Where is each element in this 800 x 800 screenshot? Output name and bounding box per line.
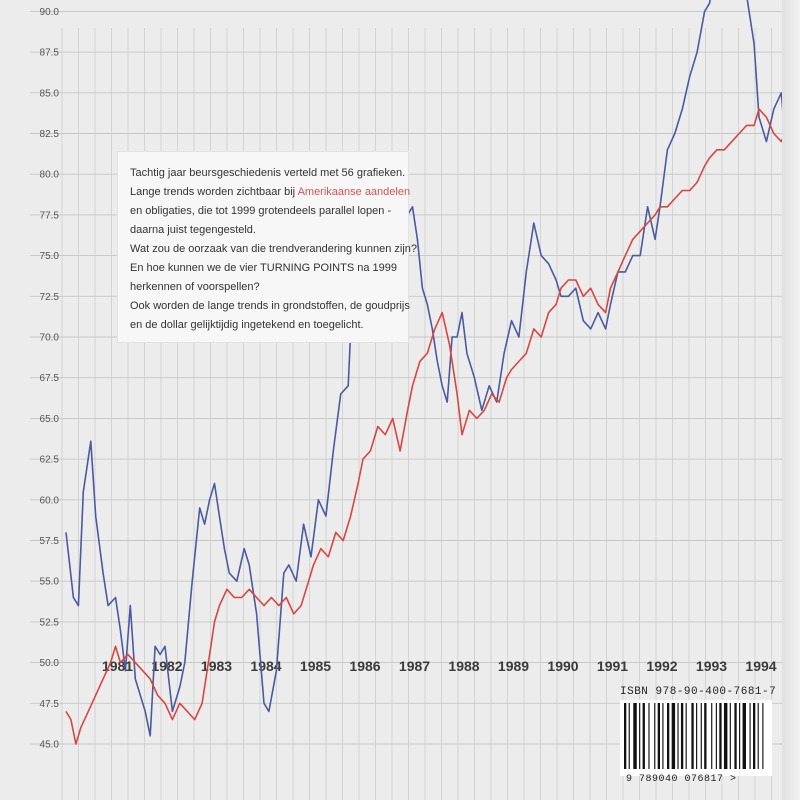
x-tick-label: 1986 xyxy=(349,658,380,674)
barcode-bar xyxy=(654,703,656,769)
blurb-line-3: en obligaties, die tot 1999 grotendeels … xyxy=(130,205,392,217)
barcode-bar xyxy=(715,703,717,769)
blurb-line-2: Lange trends worden zichtbaar bij Amerik… xyxy=(130,183,410,202)
barcode xyxy=(620,700,772,776)
barcode-bar xyxy=(685,703,687,769)
x-tick-label: 1991 xyxy=(597,658,628,674)
barcode-bars xyxy=(624,703,764,769)
description-box: Tachtig jaar beursgeschiedenis verteld m… xyxy=(118,152,417,342)
blurb-line-1: Tachtig jaar beursgeschiedenis verteld m… xyxy=(130,167,406,179)
x-tick-label: 1987 xyxy=(399,658,430,674)
barcode-bar xyxy=(696,703,698,769)
barcode-digits: 9 789040 076817 > xyxy=(626,774,737,785)
barcode-bar xyxy=(700,703,702,769)
barcode-bar xyxy=(677,703,679,769)
x-tick-label: 1989 xyxy=(498,658,529,674)
barcode-bar xyxy=(667,703,670,769)
book-spine-edge xyxy=(782,0,800,800)
x-tick-label: 1993 xyxy=(696,658,727,674)
y-tick-label: 50.0 xyxy=(40,658,60,669)
y-tick-label: 70.0 xyxy=(40,333,60,344)
y-tick-label: 82.5 xyxy=(40,129,60,140)
y-tick-label: 52.5 xyxy=(40,617,60,628)
x-tick-label: 1984 xyxy=(250,658,281,674)
x-tick-label: 1992 xyxy=(646,658,677,674)
series-line-red xyxy=(65,108,800,745)
barcode-bar xyxy=(680,703,684,769)
barcode-bar xyxy=(628,703,630,769)
x-tick-label: 1985 xyxy=(300,658,331,674)
barcode-bar xyxy=(742,703,746,769)
isbn-label: ISBN 978-90-400-7681-7 xyxy=(620,686,777,698)
barcode-bar xyxy=(723,703,728,769)
x-tick-label: 1988 xyxy=(448,658,479,674)
barcode-bar xyxy=(711,703,713,769)
x-tick-label: 1994 xyxy=(745,658,776,674)
x-tick-label: 1990 xyxy=(547,658,578,674)
y-tick-label: 45.0 xyxy=(40,740,60,751)
series-line-blue xyxy=(65,0,800,737)
barcode-bar xyxy=(762,703,764,769)
barcode-bar xyxy=(729,703,731,769)
y-tick-label: 65.0 xyxy=(40,414,60,425)
barcode-bar xyxy=(757,703,759,769)
barcode-bar xyxy=(691,703,694,769)
barcode-bar xyxy=(657,703,660,769)
blurb-line-7: herkennen of voorspellen? xyxy=(130,281,260,293)
blurb-line-6: En hoe kunnen we de vier TURNING POINTS … xyxy=(130,262,397,274)
y-tick-label: 85.0 xyxy=(40,88,60,99)
barcode-bar xyxy=(739,703,741,769)
barcode-bar xyxy=(749,703,751,769)
blurb-line-5: Wat zou de oorzaak van die trendverander… xyxy=(130,243,417,255)
blurb-highlight: Amerikaanse aandelen xyxy=(297,186,411,198)
y-tick-label: 90.0 xyxy=(40,7,60,18)
blurb-line-9: en de dollar gelijktijdig ingetekend en … xyxy=(130,319,364,331)
y-tick-label: 60.0 xyxy=(40,495,60,506)
y-tick-label: 47.5 xyxy=(40,699,60,710)
barcode-bar xyxy=(719,703,722,769)
y-tick-label: 55.0 xyxy=(40,577,60,588)
x-tick-label: 1983 xyxy=(201,658,232,674)
blurb-line-4: daarna juist tegengesteld. xyxy=(130,224,256,236)
y-tick-label: 72.5 xyxy=(40,292,60,303)
y-tick-label: 57.5 xyxy=(40,536,60,547)
y-tick-label: 67.5 xyxy=(40,373,60,384)
barcode-bar xyxy=(639,703,641,769)
y-tick-label: 77.5 xyxy=(40,210,60,221)
barcode-bar xyxy=(648,703,650,769)
barcode-bar xyxy=(734,703,737,769)
barcode-bar xyxy=(624,703,627,769)
barcode-bar xyxy=(633,703,637,769)
barcode-bar xyxy=(671,703,676,769)
y-tick-label: 87.5 xyxy=(40,48,60,59)
y-tick-label: 75.0 xyxy=(40,251,60,262)
y-tick-label: 80.0 xyxy=(40,170,60,181)
barcode-bar xyxy=(662,703,664,769)
barcode-bar xyxy=(753,703,756,769)
blurb-line-8: Ook worden de lange trends in grondstoff… xyxy=(130,300,410,312)
barcode-bar xyxy=(704,703,707,769)
blurb-line-2-pre: Lange trends worden zichtbaar bij xyxy=(130,186,298,198)
y-tick-label: 62.5 xyxy=(40,455,60,466)
barcode-bar xyxy=(642,703,645,769)
